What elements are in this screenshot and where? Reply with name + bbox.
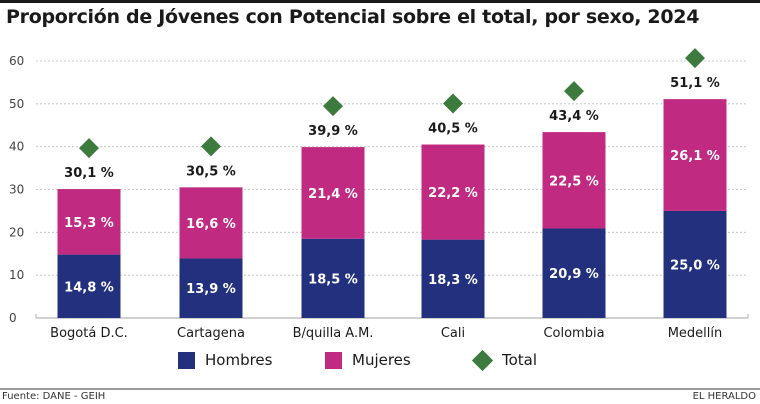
legend-item-mujeres: Mujeres (325, 351, 411, 369)
bar-label-hombres: 13,9 % (186, 282, 236, 297)
total-label: 51,1 % (670, 76, 720, 91)
y-tick-label: 50 (9, 97, 24, 111)
bar-mujeres (301, 147, 365, 239)
bar-mujeres (663, 99, 727, 211)
y-tick-label: 10 (9, 268, 24, 282)
bar-hombres (421, 239, 485, 318)
legend-item-hombres: Hombres (178, 351, 272, 369)
top-rule (0, 0, 760, 3)
total-markers: 30,1 % 30,5 % 39,9 % 40,5 % 43,4 % 51,1 % (64, 48, 720, 181)
bar-label-mujeres: 22,5 % (549, 174, 599, 189)
bar-label-hombres: 14,8 % (64, 280, 114, 295)
bar-hombres (542, 228, 606, 318)
y-tick-labels: 0 10 20 30 40 50 60 (9, 54, 24, 325)
bar-label-mujeres: 26,1 % (670, 149, 720, 164)
bar-hombres (179, 258, 243, 318)
x-tick-label: B/quilla A.M. (293, 326, 374, 341)
x-tick-label: Medellín (668, 326, 723, 341)
legend-diamond-total (471, 349, 494, 371)
bars: 14,8 % 15,3 % 13,9 % 16,6 % 18,5 % 21,4 % 18,3… (57, 99, 727, 318)
total-marker (323, 96, 343, 117)
y-tick-label: 60 (9, 54, 24, 68)
bar-mujeres (542, 132, 606, 229)
total-label: 40,5 % (428, 122, 478, 137)
chart-title: Proporción de Jóvenes con Potencial sobr… (6, 6, 700, 28)
bar-hombres (57, 254, 121, 318)
y-tick-label: 40 (9, 140, 24, 154)
footer-rule (0, 388, 760, 390)
total-label: 43,4 % (549, 109, 599, 124)
bar-mujeres (421, 144, 485, 240)
y-tick-label: 30 (9, 183, 24, 197)
total-marker (685, 48, 705, 69)
bar-label-mujeres: 21,4 % (308, 187, 358, 202)
bar-label-mujeres: 16,6 % (186, 217, 236, 232)
bar-label-hombres: 20,9 % (549, 267, 599, 282)
total-label: 30,5 % (186, 164, 236, 179)
legend-label-mujeres: Mujeres (352, 351, 411, 369)
total-label: 30,1 % (64, 166, 114, 181)
total-marker (201, 136, 221, 157)
bar-mujeres (57, 189, 121, 255)
x-tick-label: Colombia (543, 326, 604, 341)
bar-label-hombres: 18,5 % (308, 272, 358, 287)
bar-label-hombres: 18,3 % (428, 273, 478, 288)
bar-mujeres (179, 187, 243, 259)
legend-swatch-hombres (178, 351, 195, 369)
x-tick-label: Cali (441, 326, 465, 341)
legend-swatch-mujeres (325, 351, 342, 369)
chart-plot: 0 10 20 30 40 50 60 14,8 % 15,3 % 13,9 % 16,6 % 18… (9, 48, 749, 341)
bar-hombres (301, 238, 365, 318)
legend-label-total: Total (502, 351, 538, 369)
bar-label-mujeres: 22,2 % (428, 186, 478, 201)
x-tick-labels: Bogotá D.C. Cartagena B/quilla A.M. Cali Col… (50, 326, 722, 341)
y-tick-label: 0 (9, 311, 17, 325)
legend-label-hombres: Hombres (205, 351, 273, 369)
y-tick-label: 20 (9, 225, 24, 239)
legend: Hombres Mujeres Total (0, 349, 760, 375)
total-marker (564, 81, 584, 102)
bar-hombres (663, 210, 727, 318)
total-marker (443, 93, 463, 114)
bar-label-hombres: 25,0 % (670, 258, 720, 273)
brand-label: EL HERALDO (692, 391, 756, 402)
source-note: Fuente: DANE - GEIH (2, 391, 106, 402)
bar-label-mujeres: 15,3 % (64, 216, 114, 231)
gridlines (35, 60, 749, 319)
total-marker (79, 138, 99, 159)
x-tick-label: Cartagena (177, 326, 245, 341)
legend-item-total: Total (471, 349, 538, 371)
x-tick-label: Bogotá D.C. (50, 326, 128, 341)
total-label: 39,9 % (308, 124, 358, 139)
